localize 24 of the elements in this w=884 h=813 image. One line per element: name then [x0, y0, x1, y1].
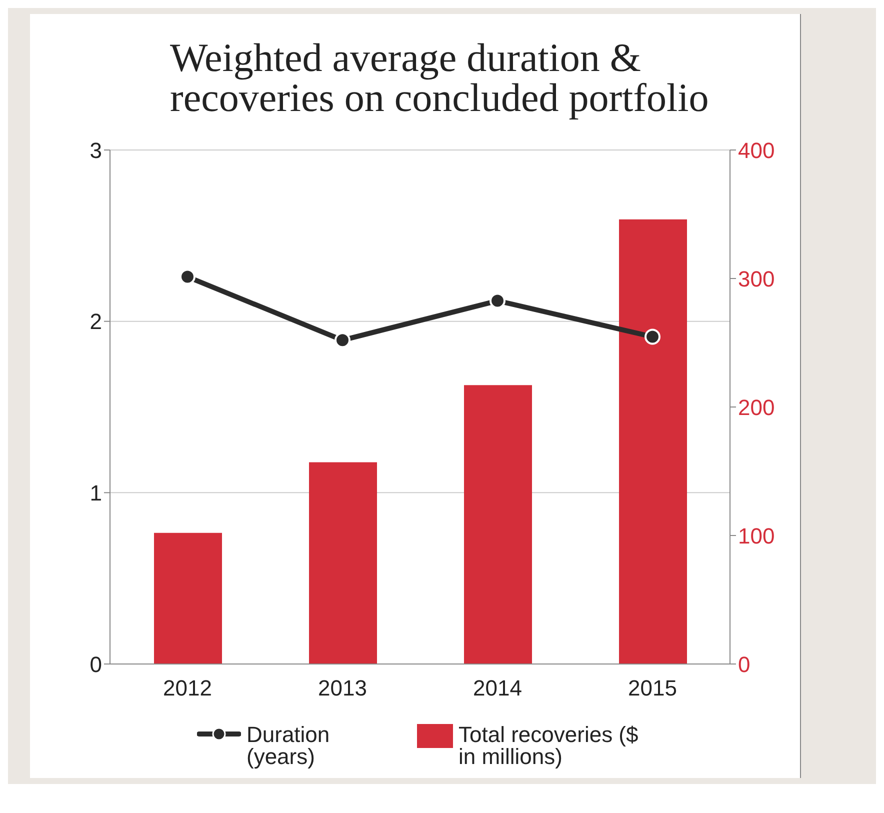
- legend-label: Duration (years): [246, 722, 331, 769]
- bar: [464, 385, 532, 664]
- x-tick-label: 2015: [628, 676, 677, 701]
- legend-label: Total recoveries ($ in millions): [458, 722, 640, 769]
- y-tick-label: 3: [90, 138, 102, 163]
- y2-tick-label: 100: [738, 523, 775, 548]
- y-tick-label: 2: [90, 309, 102, 334]
- y2-tick-label: 300: [738, 266, 775, 292]
- x-tick-label: 2014: [473, 676, 522, 701]
- point: [644, 328, 660, 345]
- y2-tick-label: 0: [738, 652, 750, 677]
- y-tick-label: 1: [90, 480, 102, 506]
- point: [180, 268, 196, 285]
- bar: [154, 532, 222, 664]
- x-tick-label: 2012: [163, 676, 212, 701]
- x-tick-label: 2013: [318, 676, 367, 701]
- y2-tick-label: 400: [738, 138, 775, 163]
- point: [334, 332, 350, 348]
- point: [490, 292, 506, 309]
- y2-tick-label: 200: [738, 394, 775, 420]
- chart-title: Weighted average duration & recoveries on concluded portfolio: [170, 35, 710, 120]
- bar: [309, 462, 377, 664]
- bar: [619, 219, 687, 664]
- y-tick-label: 0: [90, 652, 102, 677]
